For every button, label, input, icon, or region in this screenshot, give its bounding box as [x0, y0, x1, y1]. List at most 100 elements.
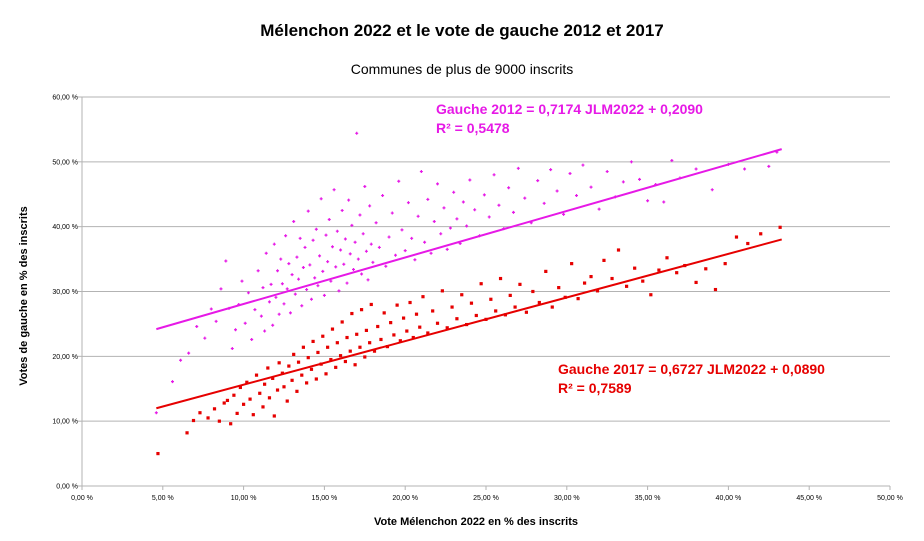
data-point-2012	[303, 245, 307, 249]
data-point-2012	[187, 351, 191, 355]
data-point-2017	[376, 324, 380, 329]
data-point-2017	[395, 303, 399, 307]
data-point-2012	[308, 263, 312, 267]
y-axis-ticks: 0,00 % 10,00 % 20,00 % 30,00 % 40,00 % 50,00 …	[52, 95, 82, 491]
data-point-2017	[296, 360, 301, 364]
data-point-2012	[353, 240, 357, 244]
data-point-2017	[311, 339, 315, 344]
data-point-2012	[297, 277, 301, 281]
data-point-2012	[259, 314, 263, 318]
data-point-2012	[555, 189, 559, 193]
x-tick-label: 30,00 %	[554, 495, 580, 502]
data-point-2017	[222, 401, 226, 405]
data-point-2017	[713, 287, 718, 292]
data-point-2012	[284, 234, 288, 238]
data-point-2017	[440, 289, 444, 293]
data-point-2012	[621, 180, 625, 184]
data-point-2017	[212, 407, 217, 411]
data-point-2012	[322, 293, 326, 297]
data-point-2017	[287, 364, 291, 368]
data-point-2012	[377, 245, 381, 249]
y-tick-label: 40,00 %	[52, 224, 78, 231]
data-point-2017	[305, 381, 309, 385]
data-point-2012	[263, 329, 267, 333]
data-point-2017	[358, 345, 362, 349]
data-point-2012	[243, 321, 247, 325]
data-point-2012	[423, 240, 427, 244]
data-point-2012	[356, 257, 360, 261]
data-point-2012	[511, 210, 515, 214]
data-point-2017	[263, 382, 267, 386]
data-point-2012	[429, 251, 433, 255]
equation-2012-line2: R² = 0,5478	[436, 120, 510, 136]
data-point-2017	[414, 312, 419, 316]
data-point-2012	[330, 245, 334, 249]
data-point-2012	[327, 218, 331, 222]
data-point-2012	[461, 200, 465, 204]
data-point-2012	[710, 188, 714, 192]
data-point-2012	[597, 207, 601, 211]
data-point-2017	[217, 419, 221, 423]
data-point-2012	[445, 247, 449, 251]
data-point-2012	[366, 278, 370, 282]
x-tick-label: 15,00 %	[312, 495, 338, 502]
data-point-2012	[316, 284, 320, 288]
data-point-2017	[229, 422, 233, 426]
x-tick-label: 45,00 %	[796, 495, 822, 502]
data-point-2017	[641, 279, 645, 283]
x-tick-label: 35,00 %	[635, 495, 661, 502]
data-point-2012	[195, 325, 199, 329]
data-point-2017	[251, 413, 255, 417]
data-point-2017	[723, 262, 727, 266]
data-point-2017	[348, 349, 352, 353]
data-point-2017	[435, 321, 440, 325]
data-point-2017	[759, 232, 763, 236]
data-point-2012	[292, 219, 296, 223]
data-point-2017	[431, 309, 435, 313]
data-point-2017	[306, 356, 310, 360]
data-point-2012	[274, 295, 278, 299]
data-point-2012	[335, 229, 339, 233]
data-point-2017	[326, 345, 330, 349]
data-point-2017	[334, 365, 338, 369]
data-point-2012	[269, 282, 273, 286]
data-point-2012	[487, 215, 491, 219]
chart-subtitle: Communes de plus de 9000 inscrits	[351, 61, 574, 77]
data-point-2012	[364, 249, 368, 253]
data-point-2012	[293, 292, 297, 296]
data-point-2017	[746, 241, 750, 246]
y-axis-title: Votes de gauche en % des inscrits	[18, 206, 30, 386]
x-tick-label: 5,00 %	[152, 495, 174, 502]
data-point-2012	[465, 224, 469, 228]
data-point-2012	[306, 209, 310, 213]
data-point-2012	[288, 311, 292, 315]
x-tick-label: 20,00 %	[392, 495, 418, 502]
data-point-2012	[516, 166, 520, 170]
data-point-2017	[665, 256, 669, 260]
data-point-2017	[292, 352, 296, 356]
data-point-2012	[390, 211, 394, 215]
data-point-2017	[455, 317, 459, 321]
data-point-2017	[266, 366, 270, 370]
data-point-2017	[368, 341, 372, 345]
data-point-2012	[334, 265, 338, 269]
data-point-2012	[439, 232, 443, 236]
data-point-2017	[418, 325, 422, 329]
data-point-2017	[324, 372, 328, 376]
data-point-2017	[633, 266, 637, 270]
data-point-2012	[368, 204, 372, 208]
data-point-2012	[743, 167, 747, 171]
data-point-2012	[256, 269, 260, 273]
data-point-2012	[473, 208, 477, 212]
data-point-2012	[358, 213, 362, 217]
data-point-2017	[624, 284, 629, 288]
y-tick-label: 20,00 %	[52, 354, 78, 361]
data-point-2012	[432, 219, 436, 223]
data-point-2017	[460, 293, 464, 297]
data-point-2017	[191, 418, 196, 423]
data-point-2017	[408, 300, 412, 305]
data-point-2017	[479, 282, 483, 286]
data-point-2012	[694, 167, 698, 171]
data-point-2017	[275, 388, 280, 392]
data-point-2017	[277, 361, 281, 365]
